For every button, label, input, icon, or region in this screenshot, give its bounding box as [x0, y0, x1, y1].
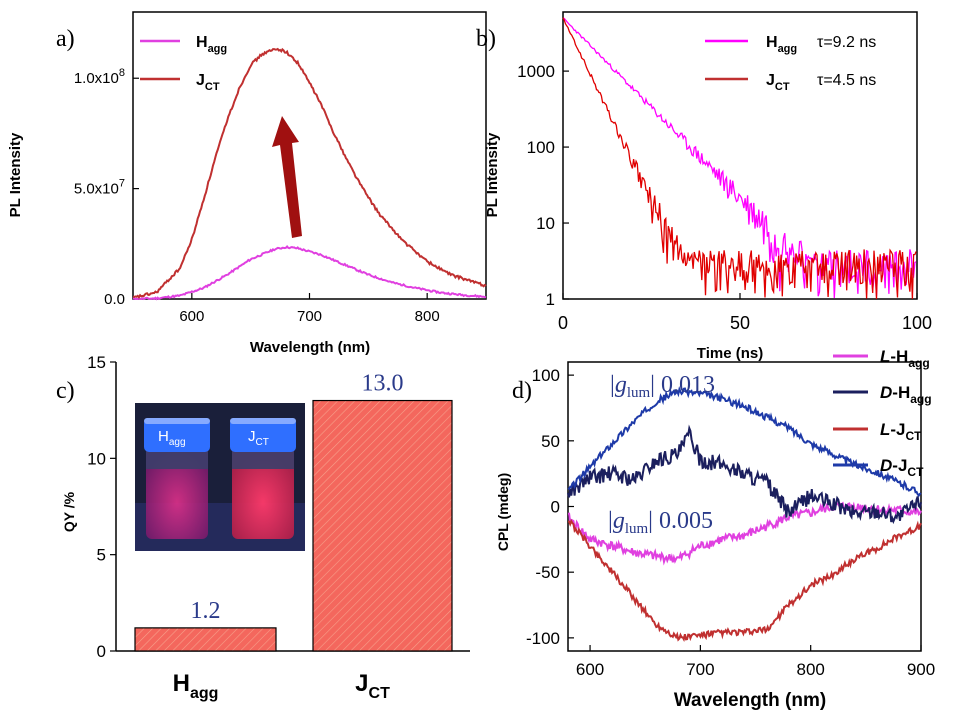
- panel-d: d) CPL (mdeg) Wavelength (nm) 600 700 800 9…: [495, 347, 935, 711]
- b-ytick-label: 1000: [517, 62, 555, 81]
- increase-arrow: [272, 116, 302, 238]
- g-lum-annotation-1: |glum| 0.013: [610, 372, 715, 401]
- d-xtick-label: 700: [686, 660, 714, 679]
- b-series-h-agg: [562, 17, 917, 299]
- legend-l-j-ct: L-JCT: [880, 420, 922, 443]
- legend-b-j-ct: JCT: [766, 72, 790, 93]
- legend-d-j-ct: D-JCT: [880, 456, 924, 479]
- bar-j-ct: [312, 399, 453, 652]
- panel-a: a) PL Intensity Wavelength (nm) 600 700 80…: [7, 11, 487, 356]
- legend-j-ct: JCT: [196, 72, 220, 93]
- panel-a-legend: Hagg JCT: [140, 34, 227, 93]
- panel-c-label: c): [56, 378, 75, 404]
- d-ytick-label: 50: [541, 432, 560, 451]
- a-ytick-label: 0.0: [104, 291, 125, 308]
- vials-photo-inset: Hagg JCT: [135, 403, 305, 551]
- panel-c-ylabel: QY /%: [61, 491, 77, 532]
- c-ytick-label: 15: [87, 353, 106, 372]
- panel-d-lines: [567, 385, 922, 643]
- panel-b-label: b): [476, 26, 496, 52]
- bar-h-agg: [134, 627, 277, 652]
- d-series-l-h-agg: [567, 501, 922, 566]
- a-xtick-label: 600: [179, 308, 204, 325]
- b-ytick-label: 10: [536, 214, 555, 233]
- tau-h-agg: τ=9.2 ns: [817, 34, 876, 51]
- panel-b: b) PL Intensity Time (ns) 0 50 100 1 10 100 10…: [476, 11, 932, 362]
- a-series-h-agg: [132, 244, 487, 301]
- panel-a-axes: 600 700 800 0.0 5.0x107 1.0x108: [74, 11, 487, 325]
- legend-h-agg: Hagg: [196, 34, 227, 55]
- legend-d-h-agg: D-Hagg: [880, 383, 932, 406]
- c-ytick-label: 0: [97, 642, 106, 661]
- category-h-agg: Hagg: [173, 670, 219, 702]
- bar-j-ct-value: 13.0: [362, 371, 404, 397]
- a-ytick-label: 1.0x108: [74, 67, 125, 87]
- g-lum-annotation-2: |glum| 0.005: [608, 508, 713, 537]
- category-j-ct: JCT: [355, 670, 390, 702]
- panel-a-frame: [132, 11, 487, 300]
- d-series-d-h-agg: [567, 424, 922, 525]
- panel-a-ylabel: PL Intensity: [7, 132, 24, 217]
- tau-j-ct: τ=4.5 ns: [817, 72, 876, 89]
- d-ytick-label: -100: [526, 629, 560, 648]
- d-xtick-label: 600: [576, 660, 604, 679]
- bar-h-agg-value: 1.2: [191, 598, 221, 624]
- panel-d-label: d): [512, 378, 532, 404]
- a-xtick-label: 800: [415, 308, 440, 325]
- panel-d-legend: L-Hagg D-Hagg L-JCT D-JCT: [833, 347, 932, 479]
- b-xtick-label: 50: [730, 313, 750, 333]
- panel-b-xlabel: Time (ns): [697, 345, 763, 362]
- legend-b-h-agg: Hagg: [766, 34, 797, 55]
- panel-d-xlabel: Wavelength (nm): [674, 690, 826, 711]
- a-xtick-label: 700: [297, 308, 322, 325]
- vial-h-agg-body: [146, 447, 208, 539]
- vial-h-agg-cap: [144, 418, 210, 452]
- panel-b-ylabel: PL Intensity: [484, 132, 501, 217]
- panel-a-lines: [132, 47, 487, 301]
- vial-j-ct-body: [232, 447, 294, 539]
- d-series-l-j-ct: [568, 518, 922, 643]
- b-xtick-label: 100: [902, 313, 932, 333]
- a-ytick-label: 5.0x107: [74, 178, 125, 198]
- panel-a-xlabel: Wavelength (nm): [250, 339, 370, 356]
- d-xtick-label: 900: [907, 660, 935, 679]
- panel-d-ylabel: CPL (mdeg): [495, 473, 511, 551]
- c-ytick-label: 5: [97, 546, 106, 565]
- vial-h-agg-cap-label: Hagg: [158, 428, 186, 448]
- b-ytick-label: 100: [527, 138, 555, 157]
- vial-j-ct-cap: [230, 418, 296, 452]
- b-ytick-label: 1: [546, 290, 555, 309]
- panel-c: c) QY /% 0 5 10 15 1.2 Hagg 13.0 JCT Hagg JCT: [56, 353, 470, 702]
- d-series-d-j-ct: [567, 385, 922, 498]
- vial-j-ct-cap-label: JCT: [248, 428, 269, 448]
- d-ytick-label: 100: [532, 366, 560, 385]
- a-series-j-ct: [132, 47, 487, 300]
- b-series-j-ct: [562, 17, 917, 300]
- b-xtick-label: 0: [558, 313, 568, 333]
- panel-a-label: a): [56, 26, 75, 52]
- panel-d-axes: 600 700 800 900 -100 -50 0 50 100: [526, 361, 935, 679]
- c-ytick-label: 10: [87, 449, 106, 468]
- d-ytick-label: -50: [535, 563, 560, 582]
- panel-d-frame: [567, 361, 922, 652]
- panel-b-legend: Hagg τ=9.2 ns JCT τ=4.5 ns: [705, 34, 876, 93]
- panel-b-axes: 0 50 100 1 10 100 1000: [517, 11, 932, 333]
- panel-b-lines: [562, 17, 917, 300]
- legend-l-h-agg: L-Hagg: [880, 347, 930, 370]
- d-xtick-label: 800: [797, 660, 825, 679]
- d-ytick-label: 0: [551, 498, 560, 517]
- panel-c-bars: 1.2 Hagg 13.0 JCT: [134, 371, 453, 702]
